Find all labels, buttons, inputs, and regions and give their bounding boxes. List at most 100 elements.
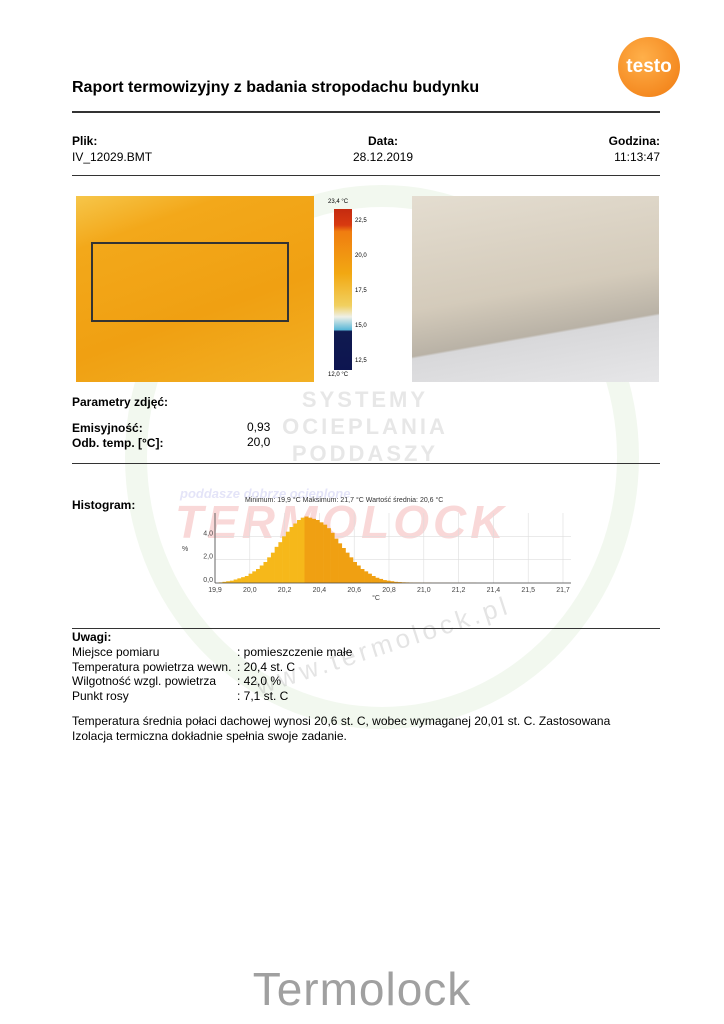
conclusion-paragraph: Temperatura średnia połaci dachowej wyno…: [72, 714, 611, 743]
date-label: Data:: [367, 134, 398, 148]
histogram-bar: [341, 548, 346, 583]
reflected-temp-value: 20,0: [247, 435, 271, 449]
histogram-label: Histogram:: [72, 498, 136, 512]
histogram-bar: [397, 582, 402, 583]
watermark-text: SYSTEMY OCIEPLANIA PODDASZY: [282, 387, 448, 466]
histogram-bar: [285, 531, 290, 583]
histogram-bar: [349, 557, 354, 583]
measurement-rectangle: [91, 242, 289, 322]
x-tick-label: 21,7: [556, 587, 570, 594]
time-value: 11:13:47: [614, 150, 660, 164]
thermal-image: [76, 196, 314, 382]
x-tick-label: 20,4: [313, 587, 327, 594]
note-label: Miejsce pomiaru: [72, 645, 160, 659]
divider: [72, 175, 660, 176]
histogram-bar: [293, 523, 298, 583]
histogram-bar: [241, 577, 246, 583]
histogram-bar: [315, 520, 320, 583]
note-value: : 20,4 st. C: [237, 659, 296, 674]
notes-heading: Uwagi:: [72, 630, 112, 644]
page-title: Raport termowizyjny z badania stropodach…: [72, 79, 480, 96]
histogram-bar: [352, 562, 357, 583]
visual-photo: [412, 196, 659, 382]
note-label: Wilgotność wzgl. powietrza: [72, 674, 217, 688]
histogram-bar: [226, 581, 231, 583]
histogram-bar: [360, 569, 365, 583]
y-tick-label: 0,0: [203, 577, 213, 584]
histogram-bar: [300, 517, 305, 583]
divider: [72, 111, 660, 113]
x-tick-label: 21,0: [417, 587, 431, 594]
histogram-bar: [237, 578, 242, 583]
date-value: 28.12.2019: [352, 150, 414, 164]
divider: [72, 628, 660, 629]
y-tick-label: 4,0: [203, 530, 213, 537]
histogram-bar: [371, 576, 376, 583]
note-value: : pomieszczenie małe: [237, 645, 353, 659]
histogram-bar: [256, 569, 261, 583]
scale-max: 23,4 °C: [328, 199, 349, 205]
reflected-temp-label: Odb. temp. [°C]:: [72, 436, 164, 450]
scale-tick: 20,0: [355, 253, 367, 259]
testo-logo: testo: [618, 37, 680, 97]
y-tick-label: 2,0: [203, 554, 213, 561]
histogram-bar: [382, 580, 387, 583]
y-axis-label: %: [182, 546, 188, 553]
note-label: Temperatura powietrza wewn.: [72, 659, 232, 674]
histogram-bar: [278, 542, 283, 583]
histogram-bar: [393, 581, 398, 583]
histogram-bar: [222, 581, 227, 583]
histogram-bar: [330, 532, 335, 583]
histogram-bar: [390, 581, 395, 583]
histogram-chart: 19,9 20,0 20,2 20,4 20,6 20,8 21,0 21,2 21,4 21,5…: [182, 513, 571, 602]
scale-tick: 22,5: [355, 218, 367, 224]
x-tick-label: 21,5: [521, 587, 535, 594]
file-value: IV_12029.BMT: [72, 150, 153, 164]
histogram-bar: [259, 565, 264, 583]
x-tick-label: 19,9: [208, 587, 222, 594]
histogram-bar: [289, 527, 294, 583]
note-value: : 42,0 %: [237, 674, 282, 688]
emissivity-value: 0,93: [247, 420, 271, 434]
histogram-bar: [308, 517, 313, 583]
params-heading: Parametry zdjęć:: [72, 395, 169, 409]
histogram-bar: [345, 552, 350, 583]
histogram-bar: [244, 576, 249, 583]
histogram-bar: [252, 571, 257, 583]
histogram-bar: [375, 577, 380, 583]
scale-tick: 15,0: [355, 323, 367, 329]
histogram-bar: [338, 543, 343, 583]
scale-tick: 17,5: [355, 288, 367, 294]
x-tick-label: 21,2: [452, 587, 466, 594]
histogram-bar: [248, 573, 253, 583]
x-tick-label: 20,6: [347, 587, 361, 594]
divider: [72, 463, 660, 464]
note-value: : 7,1 st. C: [237, 688, 289, 703]
scale-min: 12,0 °C: [328, 372, 349, 378]
histogram-bar: [304, 516, 309, 583]
histogram-bar: [386, 580, 391, 583]
histogram-bar: [297, 520, 302, 583]
histogram-bar: [229, 580, 234, 583]
histogram-title: Minimum: 19,9 °C Maksimum: 21,7 °C Warto…: [245, 497, 444, 504]
file-label: Plik:: [72, 134, 98, 148]
x-tick-label: 21,4: [487, 587, 501, 594]
histogram-bar: [367, 573, 372, 583]
histogram-bar: [267, 557, 272, 583]
histogram-bar: [326, 528, 331, 583]
histogram-bar: [274, 546, 279, 583]
histogram-bar: [364, 571, 369, 583]
time-label: Godzina:: [608, 134, 660, 148]
watermark-brand: TERMOLOCK: [175, 496, 508, 548]
x-tick-label: 20,8: [382, 587, 396, 594]
x-axis-label: °C: [372, 594, 380, 602]
watermark-tagline: poddasze dobrze ocieplone: [180, 486, 351, 501]
histogram-bar: [233, 579, 238, 583]
emissivity-label: Emisyjność:: [72, 421, 143, 435]
footer-brand: Termolock: [252, 963, 472, 1015]
scale-tick: 12,5: [355, 358, 367, 364]
histogram-bar: [323, 524, 328, 583]
histogram-bar: [379, 578, 384, 583]
histogram-bar: [319, 522, 324, 583]
